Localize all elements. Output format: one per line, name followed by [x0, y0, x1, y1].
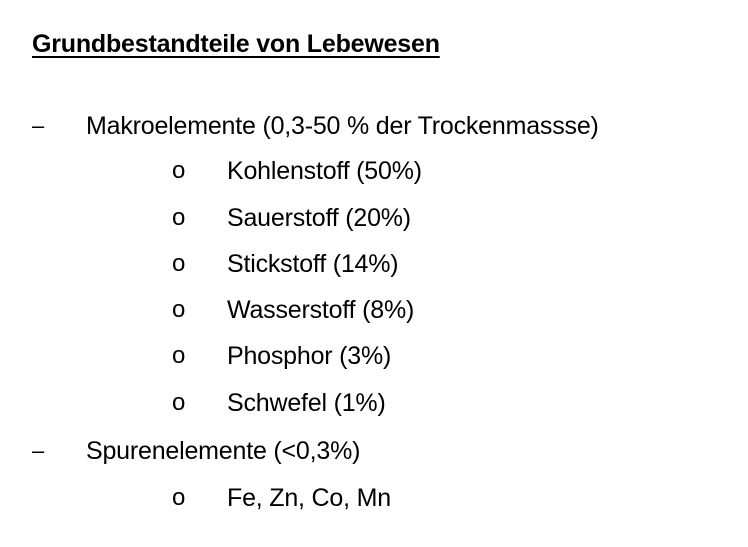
circle-bullet-icon: o — [172, 204, 186, 231]
sub-list-item-label: Stickstoff (14%) — [227, 250, 399, 278]
dash-bullet-icon: – — [32, 113, 45, 138]
list-item-label: Makroelemente (0,3-50 % der Trockenmasss… — [86, 112, 599, 140]
circle-bullet-icon: o — [172, 250, 186, 277]
circle-bullet-icon: o — [172, 157, 186, 184]
circle-bullet-icon: o — [172, 342, 186, 369]
circle-bullet-icon: o — [172, 389, 186, 416]
sub-list-item-label: Phosphor (3%) — [227, 342, 392, 370]
sub-list-item-label: Sauerstoff (20%) — [227, 204, 411, 232]
dash-bullet-icon: – — [32, 438, 45, 463]
circle-bullet-icon: o — [172, 484, 186, 511]
sub-list-item-label: Kohlenstoff (50%) — [227, 157, 422, 185]
sub-list-item-label: Schwefel (1%) — [227, 389, 386, 417]
document-title: Grundbestandteile von Lebewesen — [32, 30, 440, 58]
sub-list-item-label: Wasserstoff (8%) — [227, 296, 415, 324]
circle-bullet-icon: o — [172, 296, 186, 323]
sub-list-item-label: Fe, Zn, Co, Mn — [227, 484, 391, 512]
list-item-label: Spurenelemente (<0,3%) — [86, 437, 361, 465]
